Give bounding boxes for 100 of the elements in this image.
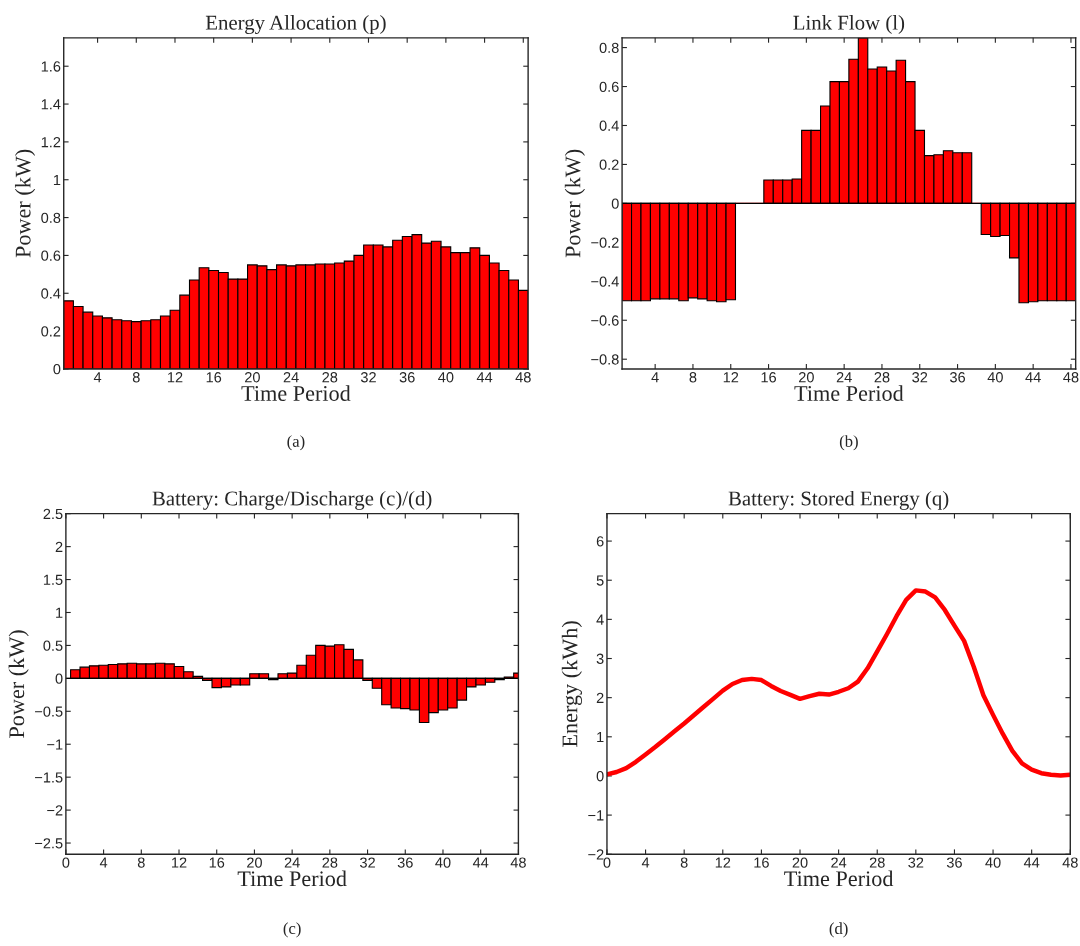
chart-title: Battery: Stored Energy (q) <box>728 490 949 510</box>
text: (c) <box>283 922 301 938</box>
y-tick-label: 0.2 <box>599 159 619 170</box>
y-tick-label: 0 <box>53 364 61 375</box>
text: (d) <box>829 922 848 938</box>
text: (a) <box>287 435 305 451</box>
x-tick-label: 16 <box>206 372 222 383</box>
x-tick-label: 16 <box>761 372 777 383</box>
x-tick-label: 24 <box>831 857 847 868</box>
x-tick-label: 8 <box>689 372 697 383</box>
x-tick-label: 32 <box>912 372 928 383</box>
x-tick-label: 48 <box>1062 857 1078 868</box>
y-tick-label: 0.6 <box>599 81 619 92</box>
x-tick-label: 4 <box>99 857 108 868</box>
y-axis-title: Power (kW) <box>564 149 585 258</box>
y-tick-label: 1.4 <box>41 99 61 110</box>
y-tick-label: 2.5 <box>43 508 63 520</box>
y-tick-label: −0.4 <box>591 276 619 287</box>
y-tick-label: 1.5 <box>43 574 63 585</box>
x-tick-label: 28 <box>874 372 890 383</box>
x-tick-label: 24 <box>283 372 299 383</box>
x-tick-label: 32 <box>908 857 924 868</box>
y-tick-label: 2 <box>55 541 63 552</box>
chart-title: Energy Allocation (p) <box>205 15 386 34</box>
x-tick-label: 8 <box>680 857 688 868</box>
y-tick-label: 2 <box>596 692 604 703</box>
x-tick-label: 36 <box>397 857 413 868</box>
x-tick-label: 8 <box>137 857 145 868</box>
x-tick-label: 48 <box>515 372 531 383</box>
y-tick-label: 0 <box>611 198 619 209</box>
x-tick-label: 32 <box>360 857 375 868</box>
x-tick-label: 40 <box>435 857 451 868</box>
x-tick-label: 40 <box>987 372 1003 383</box>
y-tick-label: 4 <box>596 614 604 625</box>
y-tick-label: 1.6 <box>41 61 61 72</box>
x-axis-title: Time Period <box>237 870 347 887</box>
y-tick-label: −1 <box>47 739 63 750</box>
chart-title: Battery: Charge/Discharge (c)/(d) <box>152 490 432 510</box>
x-tick-label: 48 <box>1063 372 1079 383</box>
x-tick-label: 4 <box>651 372 659 383</box>
x-tick-label: 12 <box>723 372 739 383</box>
x-axis-title: Time Period <box>784 870 894 887</box>
x-axis-title: Time Period <box>794 385 904 401</box>
y-tick-label: −0.8 <box>591 354 619 365</box>
y-tick-label: −2 <box>588 849 604 860</box>
y-tick-label: 0.4 <box>599 120 619 131</box>
x-tick-label: 16 <box>754 857 769 868</box>
x-tick-label: 12 <box>715 857 731 868</box>
x-tick-label: 28 <box>322 372 338 383</box>
y-tick-label: 0.6 <box>41 250 61 261</box>
x-tick-label: 20 <box>247 857 262 868</box>
y-tick-label: 0.8 <box>599 42 619 54</box>
x-tick-label: 36 <box>946 857 962 868</box>
x-tick-label: 4 <box>93 372 102 383</box>
x-tick-label: 8 <box>132 372 140 383</box>
y-tick-label: 0 <box>596 771 604 782</box>
chart-title: Link Flow (l) <box>793 15 905 34</box>
x-tick-label: 0 <box>62 857 70 868</box>
x-tick-label: 12 <box>172 857 187 868</box>
x-tick-label: 12 <box>167 372 183 383</box>
x-tick-label: 28 <box>869 857 885 868</box>
y-tick-label: −2.5 <box>35 838 63 849</box>
y-tick-label: 0.8 <box>41 212 61 224</box>
x-tick-label: 36 <box>399 372 415 383</box>
y-tick-label: −0.6 <box>591 315 619 326</box>
y-tick-label: 1 <box>597 732 604 743</box>
y-tick-label: 3 <box>596 653 604 664</box>
x-tick-label: 44 <box>476 372 493 383</box>
y-tick-label: 0.2 <box>41 326 61 337</box>
y-tick-label: 0 <box>55 673 63 684</box>
y-tick-label: 0.4 <box>41 288 61 299</box>
x-tick-label: 4 <box>641 857 650 868</box>
x-tick-label: 40 <box>438 372 454 383</box>
y-tick-label: 6 <box>596 536 604 547</box>
x-tick-label: 24 <box>284 857 300 868</box>
y-axis-title: Power (kW) <box>14 149 36 258</box>
y-tick-label: 1.2 <box>41 137 61 148</box>
y-tick-label: 0.5 <box>43 640 63 651</box>
y-tick-label: −0.2 <box>591 237 619 248</box>
y-tick-label: 1 <box>56 607 63 618</box>
y-tick-label: −1.5 <box>35 772 63 783</box>
x-tick-label: 24 <box>836 372 852 383</box>
x-tick-label: 44 <box>1023 857 1040 868</box>
text: (b) <box>839 435 858 451</box>
x-tick-label: 20 <box>245 372 260 383</box>
x-tick-label: 16 <box>209 857 225 868</box>
x-axis-title: Time Period <box>241 385 351 401</box>
y-axis-title: Power (kW) <box>8 630 29 738</box>
y-tick-label: −2 <box>47 805 63 816</box>
x-tick-label: 44 <box>1025 372 1041 383</box>
y-tick-label: 1 <box>53 174 61 186</box>
x-tick-label: 20 <box>798 372 814 383</box>
x-tick-label: 32 <box>360 372 376 383</box>
y-tick-label: −1 <box>588 810 604 821</box>
y-tick-label: 5 <box>596 575 604 586</box>
x-tick-label: 48 <box>510 857 526 868</box>
x-tick-label: 20 <box>792 857 808 868</box>
x-tick-label: 44 <box>472 857 489 868</box>
x-tick-label: 40 <box>985 857 1001 868</box>
x-tick-label: 28 <box>322 857 338 868</box>
